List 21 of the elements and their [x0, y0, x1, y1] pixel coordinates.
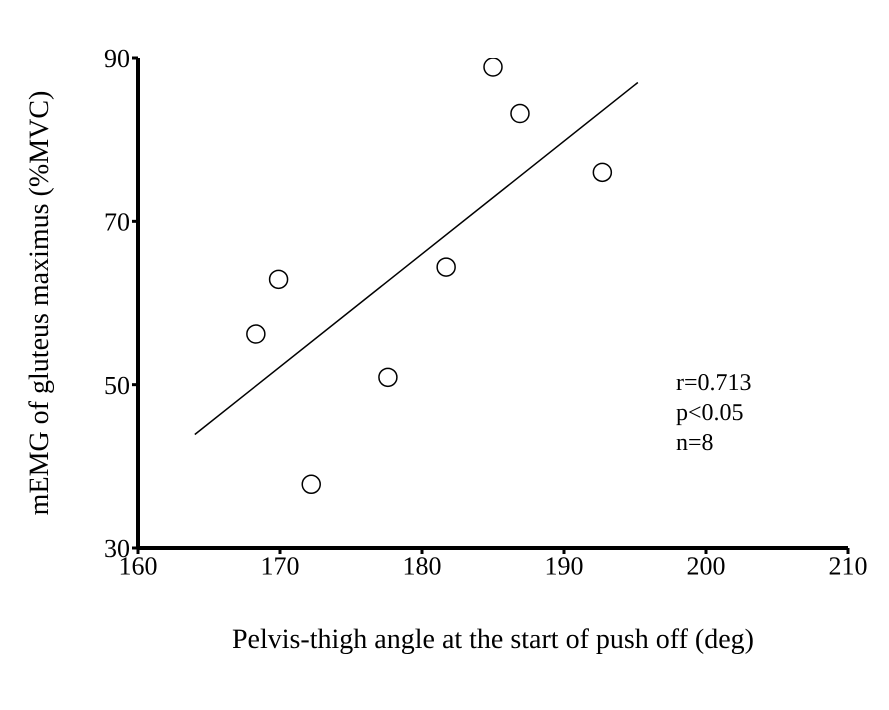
annotation: p<0.05	[676, 399, 745, 428]
point	[483, 58, 503, 77]
x-tick-label: 190	[544, 551, 584, 580]
x-tick-label: 200	[686, 551, 726, 580]
point	[378, 368, 398, 388]
x-tick-label: 210	[828, 551, 868, 580]
point	[510, 104, 530, 124]
point	[301, 474, 321, 494]
y-tick-label: 90	[104, 44, 130, 74]
x-tick-label: 170	[260, 551, 300, 580]
x-axis-title: Pelvis-thigh angle at the start of push off (deg)	[232, 624, 754, 655]
point	[246, 324, 266, 344]
y-axis-title: mEMG of gluteus maximus (%MVC)	[24, 90, 55, 516]
annotation: r=0.713	[676, 369, 752, 398]
point	[268, 270, 288, 290]
annotation: n=8	[676, 429, 715, 458]
point	[592, 162, 612, 182]
y-tick-label: 50	[104, 370, 130, 400]
y-tick-label: 70	[104, 208, 130, 237]
x-tick-label: 180	[402, 551, 442, 580]
point	[436, 257, 456, 277]
